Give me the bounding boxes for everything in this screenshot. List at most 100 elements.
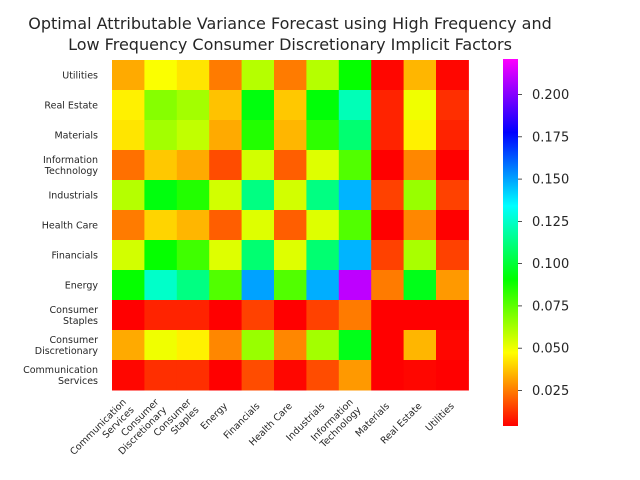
heatmap-cell [144, 360, 178, 391]
heatmap-cell [241, 120, 275, 151]
colorbar-tick-label: 0.150 [532, 173, 569, 188]
heatmap-cell [209, 300, 243, 331]
heatmap-cell [112, 120, 145, 151]
y-tick-label: Materials [54, 131, 98, 142]
colorbar-tick-label: 0.100 [532, 257, 569, 272]
heatmap-cell [144, 60, 178, 91]
heatmap-cell [436, 360, 469, 391]
heatmap-cell [306, 300, 340, 331]
heatmap-cell [144, 240, 178, 271]
heatmap-cell [144, 330, 178, 361]
heatmap-cell [403, 300, 437, 331]
heatmap-cell [176, 360, 210, 391]
heatmap-cell [306, 270, 340, 301]
colorbar-tick-label: 0.050 [532, 342, 569, 357]
heatmap-cell [338, 180, 372, 211]
heatmap-cell [306, 330, 340, 361]
heatmap-cell [274, 360, 307, 391]
y-tick-label: Financials [51, 251, 98, 262]
heatmap-cell [274, 240, 307, 271]
heatmap-cell [176, 180, 210, 211]
heatmap-cell [241, 300, 275, 331]
x-tick-label-group: Energy [199, 401, 231, 433]
heatmap-cell [306, 180, 340, 211]
heatmap-cell [371, 240, 405, 271]
heatmap-cell [176, 120, 210, 151]
heatmap-cell [112, 60, 145, 91]
heatmap-cell [112, 150, 145, 181]
heatmap-cell [274, 180, 307, 211]
heatmap-cell [274, 150, 307, 181]
heatmap-cell [403, 60, 437, 91]
heatmap-cell [371, 300, 405, 331]
heatmap-cells [112, 60, 469, 391]
colorbar-tick-label: 0.125 [532, 215, 569, 230]
heatmap-cell [403, 360, 437, 391]
heatmap-cell [112, 90, 145, 121]
y-tick-label: Consumer [50, 335, 99, 346]
heatmap-cell [274, 330, 307, 361]
heatmap-cell [144, 150, 178, 181]
heatmap-cell [209, 240, 243, 271]
heatmap-cell [241, 60, 275, 91]
heatmap-cell [371, 180, 405, 211]
heatmap-cell [338, 60, 372, 91]
y-tick-label: Communication [23, 365, 98, 376]
heatmap-cell [144, 90, 178, 121]
heatmap-cell [209, 360, 243, 391]
heatmap-cell [241, 240, 275, 271]
chart-title-line: Low Frequency Consumer Discretionary Imp… [68, 35, 512, 54]
heatmap-cell [176, 240, 210, 271]
colorbar-gradient [503, 59, 518, 426]
y-tick-label: Utilities [62, 71, 98, 82]
x-tick-labels: CommunicationServicesConsumerDiscretiona… [68, 397, 457, 458]
heatmap-cell [209, 120, 243, 151]
heatmap-cell [436, 270, 469, 301]
heatmap-cell [436, 120, 469, 151]
y-tick-label: Energy [65, 281, 99, 292]
colorbar-tick-label: 0.025 [532, 384, 569, 399]
heatmap-cell [144, 120, 178, 151]
y-tick-labels: Utilities Real Estate Materials Information… [23, 71, 98, 388]
heatmap-cell [371, 60, 405, 91]
heatmap-cell [338, 240, 372, 271]
heatmap-cell [436, 240, 469, 271]
heatmap-cell [274, 300, 307, 331]
heatmap-cell [338, 360, 372, 391]
heatmap-cell [209, 60, 243, 91]
x-tick-label: Energy [199, 401, 231, 433]
heatmap-cell [403, 90, 437, 121]
heatmap-cell [371, 270, 405, 301]
heatmap-cell [209, 270, 243, 301]
heatmap-cell [306, 120, 340, 151]
heatmap-cell [144, 180, 178, 211]
chart-title-line: Optimal Attributable Variance Forecast u… [28, 14, 552, 33]
heatmap-cell [144, 270, 178, 301]
heatmap-cell [176, 150, 210, 181]
colorbar-tick-label: 0.200 [532, 88, 569, 103]
heatmap-cell [274, 90, 307, 121]
heatmap-cell [371, 90, 405, 121]
heatmap-cell [176, 270, 210, 301]
heatmap-cell [209, 330, 243, 361]
heatmap-cell [436, 60, 469, 91]
heatmap-cell [176, 60, 210, 91]
heatmap-cell [306, 210, 340, 241]
heatmap-cell [403, 330, 437, 361]
heatmap-cell [306, 60, 340, 91]
chart-title: Optimal Attributable Variance Forecast u… [28, 14, 552, 54]
heatmap-cell [274, 120, 307, 151]
heatmap-cell [144, 210, 178, 241]
heatmap-cell [403, 270, 437, 301]
heatmap-cell [144, 300, 178, 331]
heatmap-cell [209, 210, 243, 241]
y-tick-label: Discretionary [35, 346, 99, 357]
heatmap-cell [338, 120, 372, 151]
heatmap-cell [436, 150, 469, 181]
heatmap-cell [306, 240, 340, 271]
heatmap-cell [176, 330, 210, 361]
heatmap-cell [241, 150, 275, 181]
y-tick-label: Real Estate [44, 101, 98, 112]
heatmap-cell [306, 150, 340, 181]
heatmap-cell [371, 330, 405, 361]
